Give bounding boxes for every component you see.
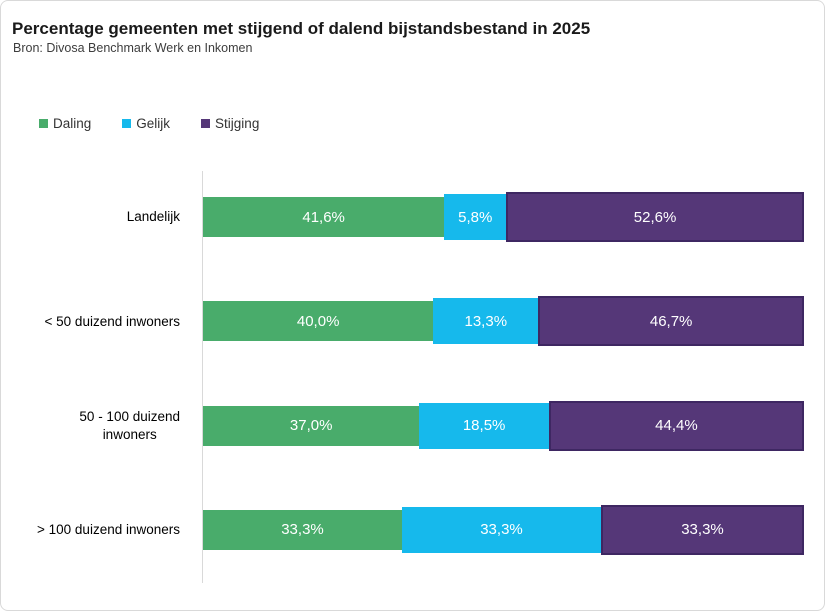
bar-segment-daling: 33,3% <box>203 509 402 550</box>
bar-row: 33,3% 33,3% 33,3% <box>203 478 804 582</box>
bar-segment-gelijk: 18,5% <box>419 402 549 449</box>
segment-value-label: 44,4% <box>655 417 698 435</box>
segment-value-label: 40,0% <box>296 312 340 330</box>
category-label: 50 - 100 duizend inwoners <box>79 409 180 442</box>
bar-segment-stijging: 44,4% <box>548 400 805 451</box>
legend: Daling Gelijk Stijging <box>39 113 259 133</box>
segment-value-label: 13,3% <box>464 312 508 330</box>
segment-value-label: 41,6% <box>302 208 345 226</box>
bar-segment-gelijk: 13,3% <box>433 298 539 345</box>
category-label: > 100 duizend inwoners <box>37 522 180 538</box>
legend-item-daling: Daling <box>39 116 91 131</box>
segment-value-label: 33,3% <box>681 521 724 539</box>
segment-value-label: 52,6% <box>633 208 677 226</box>
bar-segment-daling: 41,6% <box>203 197 445 238</box>
segment-value-label: 37,0% <box>289 417 333 435</box>
legend-label: Gelijk <box>136 115 171 131</box>
legend-label: Stijging <box>215 115 260 131</box>
bar-segment-daling: 40,0% <box>203 301 434 342</box>
bar-row: 40,0% 13,3% 46,7% <box>203 269 804 373</box>
legend-label: Daling <box>53 115 92 131</box>
bar-row: 41,6% 5,8% 52,6% <box>203 165 804 269</box>
y-axis-line <box>202 171 203 583</box>
legend-swatch-icon <box>201 118 211 128</box>
category-label: Landelijk <box>126 209 180 225</box>
category-label: < 50 duizend inwoners <box>44 313 180 329</box>
bar-segment-stijging: 33,3% <box>601 504 804 555</box>
segment-value-label: 33,3% <box>480 521 523 539</box>
bar-segment-gelijk: 33,3% <box>402 506 601 553</box>
legend-swatch-icon <box>39 118 48 128</box>
segment-value-label: 46,7% <box>649 312 693 330</box>
bar-segment-daling: 37,0% <box>203 405 420 446</box>
category-axis: Landelijk < 50 duizend inwoners 50 - 100 d… <box>1 165 191 582</box>
bar-segment-stijging: 52,6% <box>506 192 804 243</box>
chart-title: Percentage gemeenten met stijgend of dal… <box>12 19 591 38</box>
bar-segment-gelijk: 5,8% <box>444 194 507 241</box>
bar-plot-area: 41,6% 5,8% 52,6% 40,0% 13,3% 46,7% 37,0% 18,5% 4… <box>203 165 805 582</box>
segment-value-label: 18,5% <box>462 417 506 435</box>
bar-row: 37,0% 18,5% 44,4% <box>203 374 805 478</box>
legend-item-gelijk: Gelijk <box>122 116 170 131</box>
legend-item-stijging: Stijging <box>201 116 259 131</box>
chart-source: Bron: Divosa Benchmark Werk en Inkomen <box>13 41 253 55</box>
legend-swatch-icon <box>122 118 132 128</box>
bar-segment-stijging: 46,7% <box>538 296 804 347</box>
segment-value-label: 33,3% <box>281 521 324 539</box>
segment-value-label: 5,8% <box>458 208 493 226</box>
